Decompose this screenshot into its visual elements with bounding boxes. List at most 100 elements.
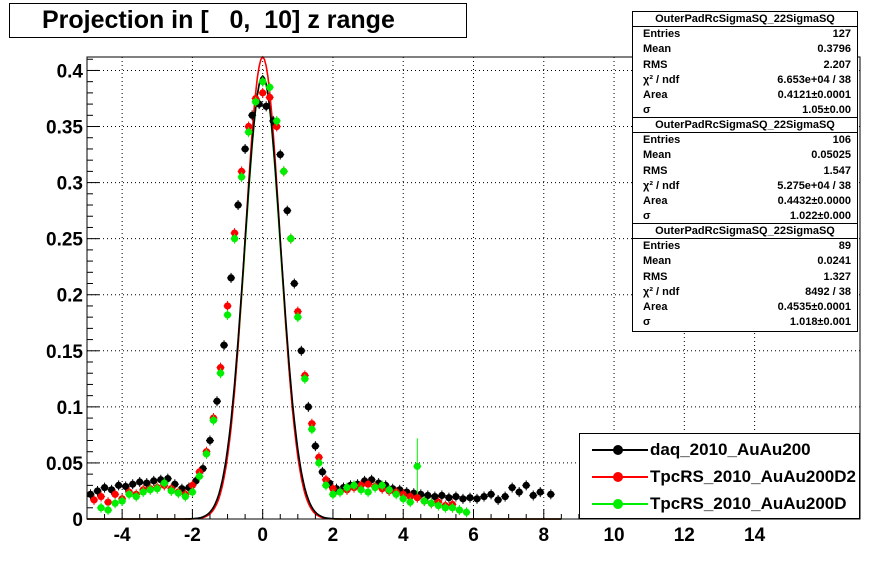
- stats-value: 127: [832, 28, 851, 40]
- data-point: [129, 480, 137, 488]
- data-point: [406, 492, 414, 501]
- data-point: [364, 480, 372, 488]
- data-point: [413, 494, 421, 502]
- stats-key: RMS: [643, 58, 668, 71]
- data-point: [234, 201, 242, 209]
- data-point: [494, 496, 502, 504]
- stats-key: Area: [643, 89, 668, 102]
- data-point: [213, 397, 221, 405]
- data-point: [276, 150, 284, 159]
- data-point: [241, 145, 249, 153]
- data-point: [195, 472, 204, 480]
- data-point: [160, 479, 168, 487]
- data-point: [245, 122, 253, 131]
- stats-value: 6.653e+04 / 38: [777, 73, 851, 86]
- data-point: [245, 128, 253, 136]
- y-tick-label: 0.15: [46, 342, 83, 363]
- data-point: [252, 98, 260, 106]
- data-point: [290, 279, 298, 288]
- legend-marker: [613, 445, 623, 455]
- data-point: [238, 173, 246, 181]
- x-tick-label: 4: [398, 525, 409, 546]
- legend-entry: TpcRS_2010_AuAu200D2: [580, 464, 859, 490]
- stats-value: 0.4121±0.0001: [777, 89, 851, 102]
- data-point: [304, 403, 312, 411]
- stats-key: Entries: [643, 134, 681, 146]
- data-point: [413, 462, 421, 470]
- stats-key: χ² / ndf: [643, 179, 680, 192]
- data-point: [529, 491, 537, 500]
- data-point: [132, 492, 140, 501]
- data-point: [230, 229, 239, 237]
- data-point: [122, 482, 130, 491]
- stats-key: RMS: [643, 270, 668, 283]
- stats-header: OuterPadRcSigmaSQ_22SigmaSQ: [633, 224, 857, 239]
- data-point: [480, 492, 488, 501]
- stats-value: 1.547: [823, 164, 851, 177]
- data-point: [329, 485, 337, 493]
- data-point: [434, 501, 442, 510]
- data-point: [431, 492, 439, 501]
- x-tick-label: 0: [257, 525, 268, 546]
- legend-label: daq_2010_AuAu200: [650, 440, 811, 459]
- data-point: [357, 486, 365, 494]
- data-point: [301, 375, 309, 383]
- stats-value: 8492 / 38: [805, 285, 851, 298]
- data-point: [427, 499, 435, 507]
- data-point: [508, 484, 516, 492]
- data-point: [230, 235, 239, 243]
- data-point: [501, 492, 509, 501]
- data-point: [136, 478, 144, 486]
- data-point: [438, 491, 446, 500]
- data-point: [424, 491, 432, 500]
- data-point: [420, 497, 428, 505]
- data-point: [280, 167, 288, 175]
- x-tick-label: 14: [744, 525, 766, 546]
- legend-label: TpcRS_2010_AuAu200D2: [650, 467, 856, 486]
- data-point: [294, 307, 302, 316]
- data-point: [188, 488, 197, 496]
- data-point: [125, 490, 133, 498]
- data-point: [329, 490, 337, 498]
- stats-value: 0.4535±0.0001: [777, 301, 851, 314]
- data-point: [364, 488, 372, 496]
- data-point: [97, 504, 105, 512]
- data-point: [399, 495, 407, 503]
- data-point: [385, 486, 393, 494]
- data-point: [378, 481, 386, 489]
- data-point: [455, 506, 464, 514]
- stats-value: 0.3796: [817, 43, 851, 56]
- data-point: [188, 481, 197, 489]
- data-point: [111, 490, 119, 498]
- data-point: [308, 420, 316, 428]
- stats-key: Mean: [643, 255, 672, 268]
- x-tick-label: 12: [674, 525, 695, 546]
- legend-label: TpcRS_2010_AuAu200D: [650, 494, 847, 513]
- data-point: [143, 479, 151, 487]
- stats-value: 2.207: [823, 58, 851, 71]
- data-point: [350, 481, 358, 489]
- legend: daq_2010_AuAu200 TpcRS_2010_AuAu200D2 Tp…: [579, 433, 860, 519]
- title-box: Projection in [ 0, 10] z range: [9, 3, 467, 38]
- data-point: [104, 506, 112, 514]
- data-point: [216, 364, 225, 372]
- stats-value: 89: [838, 240, 851, 252]
- stats-box-3: OuterPadRcSigmaSQ_22SigmaSQ Entries 89 Me…: [632, 223, 858, 332]
- data-point: [223, 311, 232, 319]
- data-point: [371, 484, 379, 492]
- stats-value: 1.05±0.00: [802, 104, 851, 117]
- stats-value: 0.4432±0.0000: [777, 195, 851, 208]
- data-point: [287, 235, 295, 243]
- stats-key: Area: [643, 195, 668, 208]
- stats-key: Entries: [643, 28, 681, 40]
- data-point: [294, 313, 302, 321]
- data-point: [297, 347, 305, 355]
- data-point: [97, 492, 105, 501]
- legend-marker: [613, 499, 623, 509]
- data-point: [466, 494, 474, 502]
- data-point: [322, 481, 330, 489]
- y-tick-label: 0.4: [57, 61, 84, 82]
- data-point: [259, 89, 267, 97]
- data-point: [283, 207, 291, 215]
- data-point: [318, 468, 327, 476]
